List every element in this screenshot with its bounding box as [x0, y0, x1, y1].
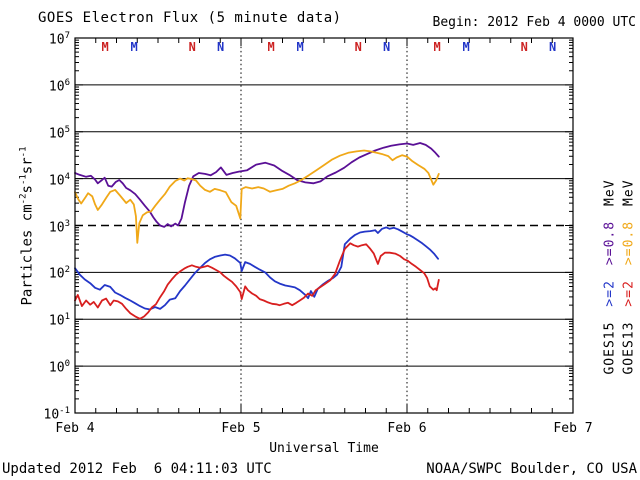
series-goes15-0-8-mev	[74, 142, 440, 228]
y-tick-label: 106	[48, 77, 70, 95]
series-goes13-0-8-mev	[74, 149, 440, 244]
updated-timestamp: Updated 2012 Feb 6 04:11:03 UTC	[2, 461, 272, 477]
y-tick-label: 100	[48, 359, 70, 376]
x-axis-title: Universal Time	[269, 441, 379, 456]
y-tick-label: 104	[48, 171, 70, 188]
marker-letter-m: M	[101, 40, 109, 54]
begin-time-label: Begin: 2012 Feb 4 0000 UTC	[432, 15, 637, 30]
legend-goes15: GOES15 >=2 >=0.8 MeV	[603, 179, 618, 374]
legend-goes15-satellite: GOES15	[602, 321, 618, 375]
marker-letter-m: M	[462, 40, 470, 54]
marker-letter-m: M	[296, 40, 304, 54]
legend-goes13: GOES13 >=2 >=0.8 MeV	[622, 179, 637, 374]
source-credit: NOAA/SWPC Boulder, CO USA	[426, 461, 637, 477]
y-tick-label: 105	[48, 124, 70, 142]
x-tick-label: Feb 6	[387, 421, 427, 436]
series-goes15-2-mev	[74, 226, 440, 311]
legend-goes13-mev-unit: MeV	[621, 179, 637, 206]
legend-goes13-ge08mev: >=0.8	[621, 220, 637, 266]
x-tick-label: Feb 7	[553, 421, 593, 436]
y-tick-label: 102	[48, 265, 70, 282]
marker-letter-n: N	[188, 40, 196, 54]
marker-letter-n: N	[548, 40, 557, 54]
y-tick-label: 103	[48, 218, 70, 235]
marker-letter-m: M	[267, 40, 275, 54]
marker-letter-m: M	[130, 40, 138, 54]
marker-letter-m: M	[433, 40, 441, 54]
plot-frame	[74, 37, 574, 414]
legend-goes13-ge2mev: >=2	[621, 280, 637, 307]
y-axis-title: Particles cm-2s-1sr-1	[18, 146, 36, 306]
marker-letter-n: N	[520, 40, 528, 54]
marker-letter-n: N	[354, 40, 362, 54]
y-tick-label: 10-1	[43, 406, 71, 423]
legend-goes13-satellite: GOES13	[621, 321, 637, 375]
y-tick-label: 107	[48, 31, 70, 48]
series-goes13-2-mev	[74, 242, 440, 320]
legend-goes15-ge08mev: >=0.8	[602, 220, 618, 266]
x-tick-label: Feb 5	[221, 421, 261, 436]
legend-goes15-mev-unit: MeV	[602, 179, 618, 206]
x-tick-label: Feb 4	[55, 421, 95, 436]
plot-title: GOES Electron Flux (5 minute data)	[38, 10, 342, 26]
y-tick-label: 101	[48, 312, 70, 329]
legend-goes15-ge2mev: >=2	[602, 280, 618, 307]
marker-letter-n: N	[382, 40, 391, 54]
marker-letter-n: N	[216, 40, 225, 54]
